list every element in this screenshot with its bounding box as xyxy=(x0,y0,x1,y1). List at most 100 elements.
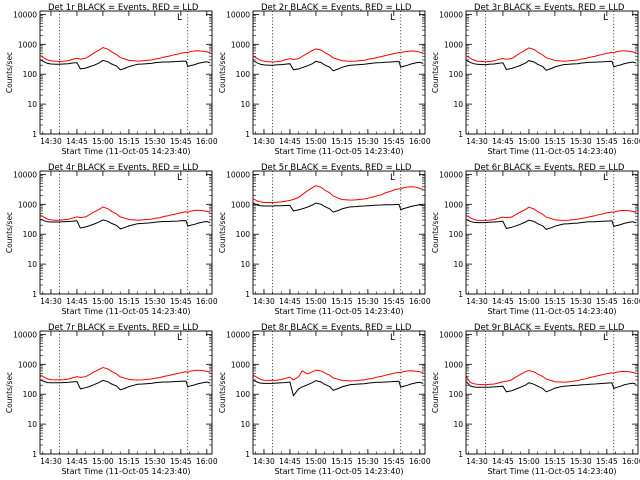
x-axis-label: Start Time (11-Oct-05 14:23:40) xyxy=(274,147,403,156)
x-axis-label: Start Time (11-Oct-05 14:23:40) xyxy=(487,307,616,316)
plot-frame xyxy=(465,330,639,455)
events-series-line xyxy=(40,59,211,71)
y-tick-label: 100 xyxy=(23,390,38,399)
y-tick-label: 100 xyxy=(449,70,464,79)
y-tick-label: 100 xyxy=(23,70,38,79)
lld-series-line xyxy=(253,369,424,382)
x-tick-label: 15:15 xyxy=(544,297,566,306)
y-tick-label: 1000 xyxy=(18,200,37,209)
y-axis-label: Counts/sec xyxy=(218,372,227,413)
x-tick-label: 16:00 xyxy=(409,137,431,146)
x-tick-label: 15:45 xyxy=(383,137,405,146)
x-tick-label: 15:45 xyxy=(170,457,192,466)
events-series-line xyxy=(253,379,424,397)
x-tick-label: 15:45 xyxy=(170,297,192,306)
panel-title: Det 7r BLACK = Events, RED = LLD xyxy=(48,323,199,333)
x-tick-label: 14:30 xyxy=(466,457,488,466)
x-tick-label: 16:00 xyxy=(409,297,431,306)
panel-title: Det 6r BLACK = Events, RED = LLD xyxy=(474,163,625,173)
y-tick-label: 10 xyxy=(240,100,250,109)
y-tick-label: 1000 xyxy=(444,360,463,369)
y-tick-label: 1 xyxy=(458,450,463,459)
corner-marker: L xyxy=(177,13,182,23)
x-tick-label: 15:00 xyxy=(92,297,114,306)
x-axis-label: Start Time (11-Oct-05 14:23:40) xyxy=(274,467,403,476)
corner-marker: L xyxy=(603,333,608,343)
y-tick-label: 1 xyxy=(458,290,463,299)
events-series-line xyxy=(253,202,424,213)
y-tick-label: 10 xyxy=(27,420,37,429)
x-tick-label: 15:15 xyxy=(544,457,566,466)
x-tick-label: 14:30 xyxy=(253,457,275,466)
x-tick-label: 15:30 xyxy=(357,457,379,466)
plot-frame xyxy=(252,330,426,455)
x-tick-label: 14:45 xyxy=(66,297,88,306)
y-axis-label: Counts/sec xyxy=(5,372,14,413)
x-tick-label: 15:45 xyxy=(596,457,618,466)
x-tick-label: 15:15 xyxy=(118,297,140,306)
x-tick-label: 14:45 xyxy=(66,457,88,466)
x-tick-label: 16:00 xyxy=(196,137,218,146)
y-tick-label: 10 xyxy=(240,260,250,269)
y-tick-label: 1000 xyxy=(18,40,37,49)
y-tick-label: 10 xyxy=(240,420,250,429)
x-tick-label: 15:30 xyxy=(357,137,379,146)
x-tick-label: 15:45 xyxy=(596,297,618,306)
y-tick-label: 10 xyxy=(453,100,463,109)
x-tick-label: 15:15 xyxy=(331,297,353,306)
x-tick-label: 14:30 xyxy=(466,137,488,146)
y-tick-label: 1 xyxy=(245,290,250,299)
y-tick-label: 10000 xyxy=(439,170,463,179)
plot-frame xyxy=(39,330,213,455)
plot-frame xyxy=(465,10,639,135)
events-series-line xyxy=(40,379,211,391)
detector-panel: 1 10 100 1000 10000 14:30 14:45 15:00 15:15 15:30… xyxy=(431,3,640,156)
y-tick-label: 1000 xyxy=(444,200,463,209)
x-tick-label: 15:00 xyxy=(92,137,114,146)
lld-series-line xyxy=(40,366,211,381)
x-axis-label: Start Time (11-Oct-05 14:23:40) xyxy=(61,307,190,316)
events-series-line xyxy=(40,218,211,230)
detector-panel: 1 10 100 1000 10000 14:30 14:45 15:00 15:15 15:30… xyxy=(218,3,431,156)
y-tick-label: 100 xyxy=(449,390,464,399)
x-tick-label: 15:15 xyxy=(331,457,353,466)
x-tick-label: 15:00 xyxy=(305,297,327,306)
detector-panel: 1 10 100 1000 10000 14:30 14:45 15:00 15:15 15:30… xyxy=(431,323,640,476)
y-axis-label: Counts/sec xyxy=(431,52,440,93)
y-tick-label: 1000 xyxy=(444,40,463,49)
corner-marker: L xyxy=(390,173,395,183)
events-series-line xyxy=(253,60,424,72)
plot-frame xyxy=(252,170,426,295)
plot-frame xyxy=(39,10,213,135)
y-tick-label: 100 xyxy=(449,230,464,239)
lld-series-line xyxy=(40,46,211,63)
corner-marker: L xyxy=(603,13,608,23)
x-axis-label: Start Time (11-Oct-05 14:23:40) xyxy=(61,467,190,476)
y-tick-label: 10 xyxy=(27,260,37,269)
y-tick-label: 10 xyxy=(27,100,37,109)
y-tick-label: 100 xyxy=(23,230,38,239)
y-axis-label: Counts/sec xyxy=(431,212,440,253)
x-tick-label: 15:00 xyxy=(92,457,114,466)
panel-title: Det 9r BLACK = Events, RED = LLD xyxy=(474,323,625,333)
x-tick-label: 14:45 xyxy=(279,137,301,146)
x-tick-label: 15:30 xyxy=(570,457,592,466)
corner-marker: L xyxy=(390,333,395,343)
x-tick-label: 15:00 xyxy=(518,297,540,306)
panel-title: Det 1r BLACK = Events, RED = LLD xyxy=(48,3,199,13)
y-axis-label: Counts/sec xyxy=(218,212,227,253)
x-tick-label: 15:30 xyxy=(144,457,166,466)
y-axis-label: Counts/sec xyxy=(5,212,14,253)
x-tick-label: 14:45 xyxy=(66,137,88,146)
x-tick-label: 14:30 xyxy=(466,297,488,306)
y-tick-label: 10000 xyxy=(439,10,463,19)
x-tick-label: 15:15 xyxy=(118,457,140,466)
plot-frame xyxy=(465,170,639,295)
y-tick-label: 1000 xyxy=(231,40,250,49)
plot-frame xyxy=(39,170,213,295)
lld-series-line xyxy=(466,47,637,63)
corner-marker: L xyxy=(177,333,182,343)
x-tick-label: 15:30 xyxy=(144,297,166,306)
panel-title: Det 5r BLACK = Events, RED = LLD xyxy=(261,163,412,173)
lld-series-line xyxy=(466,206,637,221)
